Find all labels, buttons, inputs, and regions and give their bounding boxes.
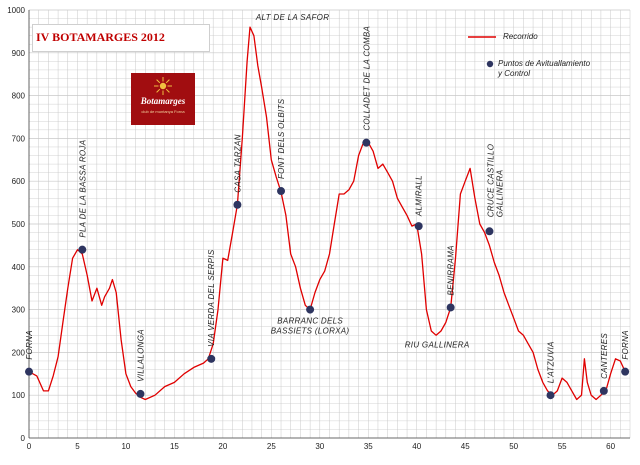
- x-tick-label: 30: [315, 442, 324, 451]
- x-tick-label: 20: [218, 442, 227, 451]
- point-label: ALMIRALL: [415, 175, 424, 217]
- logo-name: Botamarges: [140, 96, 186, 106]
- y-tick-label: 100: [12, 391, 26, 400]
- aid-station-point: [546, 391, 555, 400]
- y-tick-label: 300: [12, 306, 26, 315]
- aid-station-point: [362, 138, 371, 147]
- legend-point-swatch: [486, 60, 494, 68]
- legend-line-label: Recorrido: [503, 32, 538, 41]
- aid-station-point: [277, 187, 286, 196]
- points-layer: [25, 138, 630, 400]
- point-label: L'ATZUVIA: [547, 341, 556, 383]
- point-label: VILLALONGA: [136, 329, 145, 382]
- labels-layer: FORNA PLA DE LA BASSA ROJA VILLALONGA VIA V…: [25, 13, 630, 383]
- aid-station-point: [485, 227, 494, 236]
- point-label: FORNA: [25, 330, 34, 360]
- y-tick-label: 800: [12, 92, 26, 101]
- y-tick-label: 400: [12, 263, 26, 272]
- x-tick-label: 50: [509, 442, 518, 451]
- point-label: FONT DELS OLBITS: [277, 98, 286, 179]
- y-tick-label: 600: [12, 177, 26, 186]
- series-line-recorrido: [28, 26, 626, 401]
- series-layer: [28, 26, 626, 401]
- x-tick-label: 40: [412, 442, 421, 451]
- point-label: CANTERES: [600, 333, 609, 379]
- point-label: VIA VERDA DEL SERPIS: [207, 249, 216, 347]
- x-tick-label: 60: [606, 442, 615, 451]
- x-tick-label: 10: [121, 442, 130, 451]
- x-tick-label: 0: [27, 442, 32, 451]
- aid-station-point: [599, 386, 608, 395]
- chart-title: IV BOTAMARGES 2012: [36, 30, 165, 44]
- x-tick-label: 5: [75, 442, 80, 451]
- aid-station-point: [25, 367, 33, 376]
- aid-station-point: [621, 367, 630, 376]
- x-tick-label: 55: [558, 442, 567, 451]
- point-label: BENIRRAMA: [447, 245, 456, 295]
- point-label: FORNA: [621, 330, 630, 360]
- aid-station-point: [306, 305, 315, 314]
- x-tick-label: 45: [461, 442, 470, 451]
- y-tick-label: 200: [12, 348, 26, 357]
- y-tick-label: 900: [12, 49, 26, 58]
- x-tick-label: 25: [267, 442, 276, 451]
- point-label-line-1: CRUCE CASTILLO: [486, 144, 495, 218]
- annotation-label: RIU GALLINERA: [405, 340, 470, 349]
- y-tick-label: 0: [21, 434, 26, 443]
- legend-point-label-2: y Control: [498, 69, 531, 78]
- aid-station-point: [414, 222, 423, 231]
- y-tick-label: 700: [12, 134, 26, 143]
- axes: 0 5 10 15 20 25 30 35 40 45 50 55 600100200300400500…: [7, 6, 630, 451]
- legend-point-label-1: Puntos de Avituallamiento: [498, 59, 591, 68]
- point-label: COLLADET DE LA COMBA: [362, 26, 371, 131]
- point-label-line-2: BASSIETS (LORXA): [271, 327, 350, 336]
- x-tick-label: 15: [170, 442, 179, 451]
- aid-station-point: [136, 389, 145, 398]
- point-label: PLA DE LA BASSA ROJA: [78, 140, 87, 238]
- point-label-line-1: BARRANC DELS: [277, 317, 343, 326]
- aid-station-point: [207, 354, 216, 363]
- aid-station-point: [78, 245, 87, 254]
- logo-tagline: club de muntanya Forna: [141, 109, 185, 114]
- title-box: [32, 24, 210, 52]
- legend: [468, 36, 496, 68]
- point-label: CASA TARZAN: [233, 134, 242, 192]
- annotation-label: ALT DE LA SAFOR: [255, 13, 329, 22]
- aid-station-point: [446, 303, 455, 312]
- y-tick-label: 1000: [7, 6, 25, 15]
- point-label-line-2: GALLINERA: [495, 170, 504, 218]
- grid: [28, 9, 631, 439]
- aid-station-point: [233, 200, 242, 209]
- logo: Botamarges club de muntanya Forna: [131, 73, 195, 125]
- sun-icon: [154, 77, 172, 95]
- y-tick-label: 500: [12, 220, 26, 229]
- x-tick-label: 35: [364, 442, 373, 451]
